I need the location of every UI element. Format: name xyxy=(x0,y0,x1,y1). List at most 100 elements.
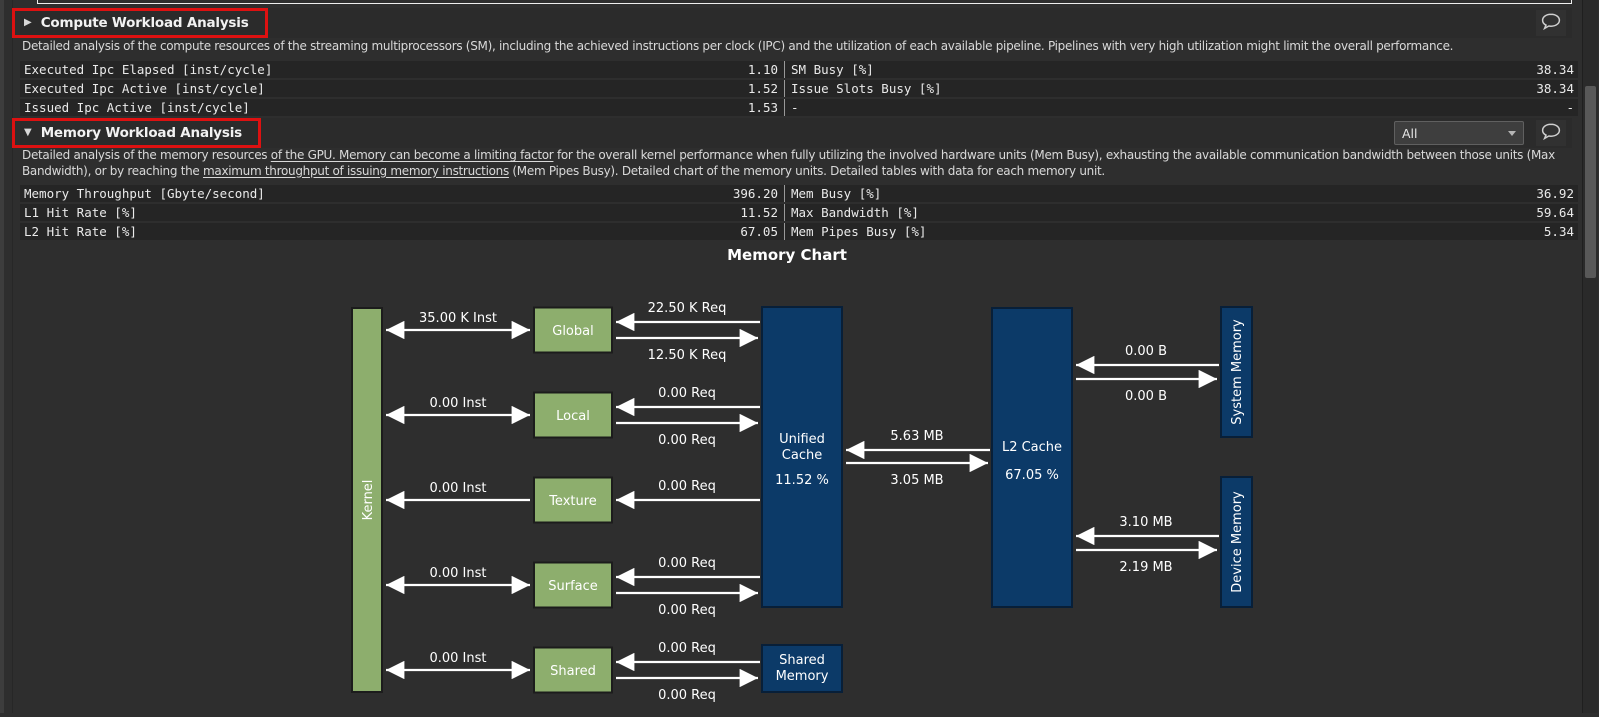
unified-local-value: 0.00 Req xyxy=(658,386,716,401)
surface-node[interactable] xyxy=(533,561,613,609)
local-node[interactable] xyxy=(533,391,613,439)
unified-cache-label: Cache xyxy=(782,448,822,463)
chevron-down-icon xyxy=(1508,130,1516,136)
red-highlight-memory: ▼ Memory Workload Analysis xyxy=(12,118,261,148)
metric-value: 11.52 xyxy=(740,205,778,220)
kernel-surface-value: 0.00 Inst xyxy=(429,566,486,581)
shared-memory-node[interactable] xyxy=(761,644,843,693)
table-row[interactable]: Memory Throughput [Gbyte/second] 396.20 M… xyxy=(20,185,1578,202)
metric-value: 38.34 xyxy=(1536,62,1574,77)
metric-value: 396.20 xyxy=(732,186,778,201)
compute-section-description: Detailed analysis of the compute resourc… xyxy=(22,39,1454,53)
devmem-l2-value: 3.10 MB xyxy=(1119,515,1172,530)
red-highlight-compute: ▶ Compute Workload Analysis xyxy=(12,8,268,38)
metric-value: 38.34 xyxy=(1536,81,1574,96)
shared-memory-label: Memory xyxy=(776,669,829,684)
system-memory-node[interactable] xyxy=(1220,306,1253,438)
metric-name: Mem Pipes Busy [%] xyxy=(791,224,927,239)
shared-sharedmem-value: 0.00 Req xyxy=(658,688,716,703)
table-row[interactable]: L1 Hit Rate [%] 11.52 Max Bandwidth [%] 59… xyxy=(20,204,1578,221)
kernel-texture-value: 0.00 Inst xyxy=(429,481,486,496)
left-border-line xyxy=(12,0,13,713)
metric-name: Issue Slots Busy [%] xyxy=(791,81,942,96)
surface-node-label: Surface xyxy=(548,579,598,594)
collapse-right-icon[interactable]: ▶ xyxy=(24,17,32,28)
l2-sysmem-value: 0.00 B xyxy=(1125,389,1167,404)
l2-cache-hit-rate: 67.05 % xyxy=(1005,468,1059,483)
texture-node[interactable] xyxy=(533,476,613,524)
comment-button[interactable] xyxy=(1536,120,1566,146)
memory-section-header[interactable]: ▼ Memory Workload Analysis All xyxy=(12,118,1572,148)
unified-l2-value: 3.05 MB xyxy=(890,473,943,488)
local-unified-value: 0.00 Req xyxy=(658,433,716,448)
metric-name: - xyxy=(791,100,799,115)
unified-surface-value: 0.00 Req xyxy=(658,556,716,571)
local-node-label: Local xyxy=(556,409,590,424)
metric-value: 1.10 xyxy=(747,62,778,77)
kernel-node-label: Kernel xyxy=(361,480,376,521)
memory-section-title: Memory Workload Analysis xyxy=(40,125,242,141)
metric-value: 1.52 xyxy=(747,81,778,96)
global-node-label: Global xyxy=(552,324,593,339)
kernel-shared-value: 0.00 Inst xyxy=(429,651,486,666)
device-memory-label: Device Memory xyxy=(1230,491,1245,593)
global-unified-value: 12.50 K Req xyxy=(648,348,727,363)
unified-global-value: 22.50 K Req xyxy=(648,301,727,316)
metric-name: L1 Hit Rate [%] xyxy=(24,205,137,220)
unified-cache-node[interactable] xyxy=(761,306,843,608)
system-memory-label: System Memory xyxy=(1230,319,1245,425)
memory-chart-title: Memory Chart xyxy=(727,246,847,264)
shared-memory-label: Shared xyxy=(779,653,825,668)
metric-value: 5.34 xyxy=(1543,224,1574,239)
collapse-down-icon[interactable]: ▼ xyxy=(24,127,32,138)
metric-name: L2 Hit Rate [%] xyxy=(24,224,137,239)
sysmem-l2-value: 0.00 B xyxy=(1125,344,1167,359)
metric-name: Mem Busy [%] xyxy=(791,186,882,201)
surface-unified-value: 0.00 Req xyxy=(658,603,716,618)
l2-unified-value: 5.63 MB xyxy=(890,429,943,444)
texture-node-label: Texture xyxy=(548,494,597,509)
scrollbar-thumb[interactable] xyxy=(1585,86,1596,278)
vertical-scrollbar[interactable] xyxy=(1582,0,1598,713)
compute-section-header[interactable]: ▶ Compute Workload Analysis xyxy=(12,8,1572,38)
left-gutter xyxy=(0,0,4,713)
metric-name: Executed Ipc Active [inst/cycle] xyxy=(24,81,265,96)
metric-value: 36.92 xyxy=(1536,186,1574,201)
metric-value: 67.05 xyxy=(740,224,778,239)
page-filter-dropdown[interactable]: All xyxy=(1394,121,1524,145)
l2-devmem-value: 2.19 MB xyxy=(1119,560,1172,575)
compute-metrics-table: Executed Ipc Elapsed [inst/cycle] 1.10 SM… xyxy=(20,61,1578,118)
global-node[interactable] xyxy=(533,306,613,354)
sharedmem-shared-value: 0.00 Req xyxy=(658,641,716,656)
memory-section-description: Detailed analysis of the memory resource… xyxy=(22,148,1555,178)
metric-name: Issued Ipc Active [inst/cycle] xyxy=(24,100,250,115)
comment-button[interactable] xyxy=(1536,10,1566,36)
shared-node-label: Shared xyxy=(550,664,596,679)
table-row[interactable]: Executed Ipc Elapsed [inst/cycle] 1.10 SM… xyxy=(20,61,1578,78)
metric-name: Executed Ipc Elapsed [inst/cycle] xyxy=(24,62,273,77)
dropdown-selected-value: All xyxy=(1402,125,1418,141)
comment-bubble-icon xyxy=(1541,12,1561,34)
unified-texture-value: 0.00 Req xyxy=(658,479,716,494)
metric-value: - xyxy=(1566,100,1574,115)
kernel-node[interactable] xyxy=(351,307,383,693)
table-row[interactable]: L2 Hit Rate [%] 67.05 Mem Pipes Busy [%] 5… xyxy=(20,223,1578,240)
shared-node[interactable] xyxy=(533,646,613,694)
device-memory-node[interactable] xyxy=(1220,476,1253,608)
l2-cache-node[interactable] xyxy=(991,307,1073,608)
l2-cache-label: L2 Cache xyxy=(1002,440,1062,455)
comment-bubble-icon xyxy=(1541,122,1561,144)
kernel-local-value: 0.00 Inst xyxy=(429,396,486,411)
previous-section-border-corner xyxy=(1571,0,1572,4)
table-row[interactable]: Issued Ipc Active [inst/cycle] 1.53 - - xyxy=(20,99,1578,116)
unified-cache-hit-rate: 11.52 % xyxy=(775,473,829,488)
table-row[interactable]: Executed Ipc Active [inst/cycle] 1.52 Iss… xyxy=(20,80,1578,97)
compute-section-title: Compute Workload Analysis xyxy=(40,15,249,31)
previous-section-border xyxy=(37,3,1571,4)
metric-name: Memory Throughput [Gbyte/second] xyxy=(24,186,265,201)
unified-cache-label: Unified xyxy=(779,432,825,447)
metric-value: 1.53 xyxy=(747,100,778,115)
metric-name: Max Bandwidth [%] xyxy=(791,205,919,220)
memory-metrics-table: Memory Throughput [Gbyte/second] 396.20 M… xyxy=(20,185,1578,242)
metric-value: 59.64 xyxy=(1536,205,1574,220)
